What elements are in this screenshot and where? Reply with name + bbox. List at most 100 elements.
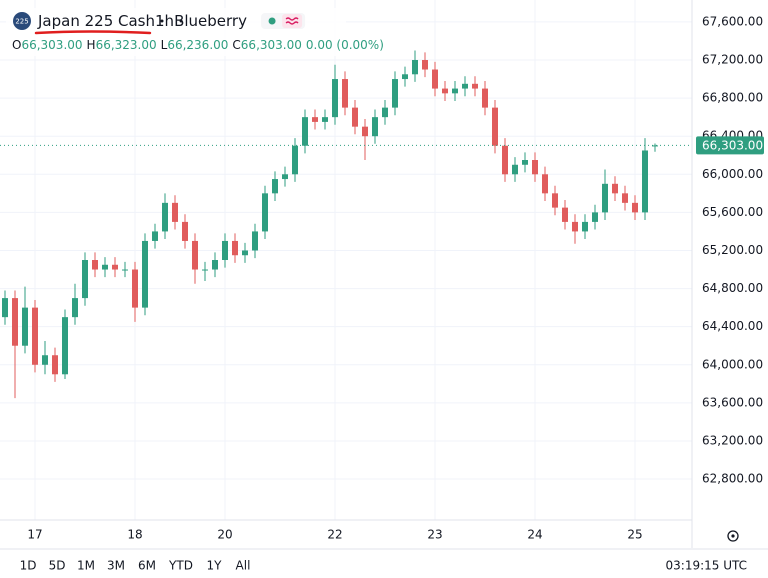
candle-body bbox=[502, 145, 508, 175]
y-tick-label: 66,000.00 bbox=[702, 167, 763, 181]
symbol-icon bbox=[13, 12, 31, 30]
candle-body bbox=[522, 160, 528, 165]
candle-body bbox=[192, 240, 198, 270]
candle-body bbox=[92, 260, 98, 270]
candle-body bbox=[72, 298, 78, 318]
ohlc-value: 66,303.00 bbox=[241, 38, 302, 52]
symbol-title: Japan 225 Cash1hBlueberry bbox=[37, 12, 247, 30]
candle-body bbox=[392, 79, 398, 108]
ohlc-value: 66,303.00 bbox=[21, 38, 82, 52]
y-tick-label: 66,800.00 bbox=[702, 91, 763, 105]
candle-body bbox=[372, 117, 378, 137]
candle-body bbox=[482, 88, 488, 108]
y-tick-label: 67,200.00 bbox=[702, 53, 763, 67]
ohlc-change: 0.00 (0.00%) bbox=[306, 38, 384, 52]
candle-body bbox=[422, 60, 428, 70]
candle-body bbox=[12, 298, 18, 346]
candle-body bbox=[2, 298, 8, 318]
candle-body bbox=[642, 150, 648, 213]
title-part: Japan 225 Cash bbox=[37, 12, 155, 30]
ohlc-key: L bbox=[161, 38, 168, 52]
annotation-underline bbox=[34, 30, 152, 35]
candle-body bbox=[82, 260, 88, 299]
y-tick-label: 64,400.00 bbox=[702, 319, 763, 333]
y-tick-label: 64,800.00 bbox=[702, 281, 763, 295]
candle-body bbox=[332, 79, 338, 118]
candle-body bbox=[62, 317, 68, 375]
y-tick-label: 65,200.00 bbox=[702, 243, 763, 257]
range-button[interactable]: 1D bbox=[20, 559, 37, 573]
candle-body bbox=[452, 88, 458, 94]
candle-body bbox=[382, 107, 388, 118]
candle-body bbox=[582, 221, 588, 232]
candle-body bbox=[132, 269, 138, 308]
range-button[interactable]: YTD bbox=[168, 559, 193, 573]
candle-body bbox=[272, 179, 278, 194]
delay-icon bbox=[285, 17, 299, 25]
candle-body bbox=[302, 117, 308, 146]
clock: 03:19:15 UTC bbox=[666, 559, 748, 573]
candle-body bbox=[652, 145, 658, 147]
candle-body bbox=[212, 260, 218, 270]
market-open-dot bbox=[268, 17, 276, 25]
x-tick-label: 20 bbox=[217, 528, 232, 542]
range-button[interactable]: All bbox=[236, 559, 251, 573]
y-tick-label: 67,600.00 bbox=[702, 14, 763, 28]
range-button[interactable]: 1Y bbox=[207, 559, 223, 573]
range-button[interactable]: 5D bbox=[49, 559, 66, 573]
settings-icon[interactable] bbox=[727, 530, 739, 542]
candle-body bbox=[142, 240, 148, 308]
candle-body bbox=[112, 264, 118, 270]
y-tick-label: 63,600.00 bbox=[702, 395, 763, 409]
separator-dot bbox=[179, 19, 183, 23]
candle-body bbox=[492, 107, 498, 146]
candle-body bbox=[592, 212, 598, 222]
candle-body bbox=[222, 240, 228, 260]
candle-body bbox=[412, 60, 418, 75]
candle-body bbox=[402, 74, 408, 80]
range-button[interactable]: 3M bbox=[107, 559, 125, 573]
candle-body bbox=[202, 269, 208, 271]
candle-body bbox=[462, 83, 468, 89]
ohlc-row: O66,303.00 H66,323.00 L66,236.00 C66,303.00… bbox=[12, 38, 384, 52]
candle-body bbox=[162, 202, 168, 232]
candle-body bbox=[512, 164, 518, 175]
candle-body bbox=[52, 355, 58, 375]
candle-body bbox=[342, 79, 348, 108]
candle-body bbox=[152, 231, 158, 241]
candle-body bbox=[442, 88, 448, 94]
candle-body bbox=[632, 202, 638, 213]
separator-dot bbox=[160, 19, 164, 23]
candle-body bbox=[292, 145, 298, 175]
range-button[interactable]: 6M bbox=[138, 559, 156, 573]
last-price-box bbox=[696, 136, 764, 155]
candle-body bbox=[22, 307, 28, 346]
candle-body bbox=[572, 221, 578, 232]
ohlc-value: 66,236.00 bbox=[167, 38, 228, 52]
candle-body bbox=[182, 221, 188, 241]
axes: 62,800.00 63,200.00 63,600.00 64,000.00 64,4… bbox=[27, 14, 764, 542]
candle-body bbox=[252, 231, 258, 251]
x-tick-label: 23 bbox=[427, 528, 442, 542]
y-tick-label: 62,800.00 bbox=[702, 472, 763, 486]
last-price-label: 66,303.00 bbox=[702, 138, 763, 152]
y-tick-label: 64,000.00 bbox=[702, 357, 763, 371]
y-tick-label: 65,600.00 bbox=[702, 205, 763, 219]
candle-body bbox=[102, 264, 108, 270]
toolbar: 1D 5D 1M 3M 6M YTD 1Y All 03:19:15 UTC bbox=[20, 559, 747, 573]
candle-body bbox=[232, 240, 238, 256]
candle-body bbox=[262, 193, 268, 232]
candle-body bbox=[542, 174, 548, 194]
title-part: 1h bbox=[155, 12, 174, 30]
candle-body bbox=[552, 193, 558, 208]
candle-body bbox=[622, 193, 628, 203]
candle-body bbox=[312, 117, 318, 122]
candle-body bbox=[322, 117, 328, 122]
plot bbox=[0, 50, 692, 399]
candle-body bbox=[42, 355, 48, 365]
candle-body bbox=[352, 107, 358, 127]
range-button[interactable]: 1M bbox=[77, 559, 95, 573]
x-tick-label: 24 bbox=[527, 528, 542, 542]
ohlc-value: 66,323.00 bbox=[96, 38, 157, 52]
